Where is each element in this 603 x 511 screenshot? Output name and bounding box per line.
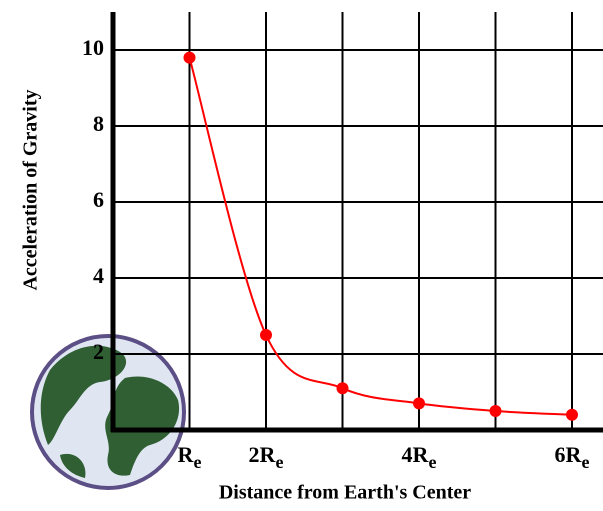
x-tick-label: Re	[178, 442, 202, 472]
y-tick-label: 4	[93, 263, 104, 288]
point	[337, 382, 349, 394]
point	[413, 397, 425, 409]
x-tick-text: 4R	[402, 442, 430, 467]
x-tick-subscript: e	[428, 452, 436, 472]
x-tick-subscript: e	[193, 452, 201, 472]
page: {"chart_data": {"type": "line", "ylabel"…	[0, 0, 603, 511]
curve	[190, 58, 573, 415]
x-tick-label: 6Re	[555, 442, 590, 472]
y-tick-label: 10	[82, 35, 104, 60]
y-tick-label: 6	[93, 187, 104, 212]
y-tick-label: 2	[93, 339, 104, 364]
chart: Acceleration of Gravity Distance from Ea…	[0, 0, 603, 511]
x-tick-label: 4Re	[402, 442, 437, 472]
x-tick-subscript: e	[275, 452, 283, 472]
point	[490, 405, 502, 417]
point	[184, 52, 196, 64]
x-tick-subscript: e	[581, 452, 589, 472]
x-tick-label: 2Re	[249, 442, 284, 472]
point	[260, 329, 272, 341]
x-tick-text: 2R	[249, 442, 277, 467]
earth-icon	[32, 336, 184, 488]
point	[566, 409, 578, 421]
y-tick-label: 8	[93, 111, 104, 136]
x-tick-text: 6R	[555, 442, 583, 467]
y-axis-title: Acceleration of Gravity	[20, 89, 42, 290]
x-axis-title: Distance from Earth's Center	[219, 482, 471, 504]
x-tick-text: R	[178, 442, 195, 467]
